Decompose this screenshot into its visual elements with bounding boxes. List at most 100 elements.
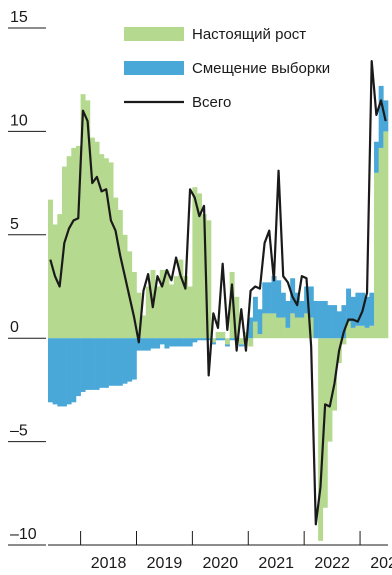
bar-true-growth — [164, 269, 170, 339]
bar-sample-bias — [355, 292, 361, 326]
legend-swatch-true-growth — [124, 27, 184, 41]
bar-sample-bias — [238, 344, 244, 347]
bar-sample-bias — [48, 338, 53, 403]
bar-sample-bias — [215, 338, 221, 341]
bar-sample-bias — [280, 292, 286, 318]
bars-layer — [48, 85, 389, 541]
bar-sample-bias — [66, 338, 72, 405]
bar-true-growth — [299, 317, 305, 339]
bar-sample-bias — [211, 342, 216, 345]
bar-true-growth — [280, 317, 286, 339]
x-tick-label: 2020 — [203, 555, 239, 572]
bar-true-growth — [94, 141, 100, 339]
bar-true-growth — [66, 156, 72, 339]
bar-sample-bias — [75, 338, 81, 397]
bar-true-growth — [383, 131, 389, 339]
bar-true-growth — [322, 338, 328, 508]
bar-true-growth — [355, 325, 361, 339]
bar-sample-bias — [266, 282, 272, 314]
bar-sample-bias — [103, 338, 109, 388]
y-tick-label: 10 — [10, 112, 28, 129]
bar-true-growth — [197, 193, 202, 339]
bar-true-growth — [117, 209, 123, 339]
y-tick-label: –10 — [10, 526, 37, 543]
bar-true-growth — [108, 162, 114, 339]
bar-sample-bias — [336, 311, 342, 339]
bar-true-growth — [224, 338, 230, 345]
bar-true-growth — [159, 269, 165, 339]
bar-sample-bias — [318, 300, 324, 339]
bar-sample-bias — [262, 282, 268, 314]
bar-true-growth — [378, 147, 384, 339]
bar-sample-bias — [192, 338, 198, 343]
bar-true-growth — [141, 315, 147, 339]
bar-sample-bias — [155, 338, 161, 349]
bar-true-growth — [61, 166, 67, 339]
bar-true-growth — [369, 325, 375, 339]
bar-sample-bias — [145, 338, 151, 351]
bar-true-growth — [350, 327, 356, 339]
bar-true-growth — [48, 199, 53, 339]
bar-sample-bias — [108, 338, 114, 386]
x-tick-label: 2022 — [314, 555, 350, 572]
bar-true-growth — [238, 338, 244, 345]
bar-true-growth — [276, 317, 282, 339]
y-tick-label: 0 — [10, 319, 19, 336]
bar-true-growth — [136, 292, 142, 339]
bar-sample-bias — [276, 280, 282, 318]
bar-true-growth — [285, 327, 291, 339]
bar-true-growth — [220, 332, 226, 339]
bar-true-growth — [155, 286, 161, 339]
bar-true-growth — [327, 338, 333, 442]
bar-true-growth — [252, 321, 258, 339]
bar-true-growth — [257, 334, 263, 339]
bar-true-growth — [364, 327, 370, 339]
bar-sample-bias — [285, 300, 291, 328]
bar-sample-bias — [61, 338, 67, 407]
bar-true-growth — [211, 338, 216, 343]
bar-sample-bias — [150, 338, 156, 349]
legend-label-true-growth: Настоящий рост — [192, 26, 306, 43]
bar-sample-bias — [271, 276, 277, 314]
bar-sample-bias — [220, 338, 226, 341]
bar-true-growth — [113, 197, 119, 339]
bar-sample-bias — [122, 338, 128, 384]
bar-sample-bias — [52, 338, 58, 405]
bar-sample-bias — [141, 338, 147, 351]
bar-sample-bias — [341, 305, 347, 339]
bar-sample-bias — [159, 338, 165, 345]
legend-label-total: Всего — [192, 94, 231, 111]
bar-true-growth — [248, 338, 254, 347]
bar-sample-bias — [378, 85, 384, 148]
bar-sample-bias — [364, 296, 370, 328]
bar-sample-bias — [71, 338, 77, 403]
bar-sample-bias — [89, 338, 95, 390]
bar-sample-bias — [136, 338, 142, 351]
bar-sample-bias — [197, 338, 202, 341]
bar-sample-bias — [173, 338, 179, 347]
bar-true-growth — [290, 313, 296, 339]
bar-true-growth — [71, 147, 77, 339]
bar-sample-bias — [94, 338, 100, 390]
x-axis: 2018 2019 2020 2021 2022 2023 — [48, 531, 392, 572]
bar-sample-bias — [322, 300, 328, 339]
bar-sample-bias — [369, 292, 375, 326]
bar-true-growth — [332, 338, 338, 411]
bar-true-growth — [308, 317, 314, 339]
bar-sample-bias — [201, 338, 207, 341]
legend: Настоящий рост Смещение выборки Всего — [124, 26, 330, 111]
bar-true-growth — [131, 272, 137, 339]
bar-sample-bias — [308, 286, 314, 318]
bar-sample-bias — [99, 338, 105, 388]
y-tick-label: 15 — [10, 9, 28, 26]
bar-sample-bias — [164, 338, 170, 349]
x-tick-label: 2021 — [258, 555, 294, 572]
bar-sample-bias — [57, 338, 63, 407]
bar-sample-bias — [299, 300, 305, 318]
bar-sample-bias — [187, 338, 193, 347]
bar-sample-bias — [224, 344, 230, 347]
legend-swatch-sample-bias — [124, 61, 184, 75]
bar-sample-bias — [229, 338, 235, 341]
bar-true-growth — [304, 313, 310, 339]
